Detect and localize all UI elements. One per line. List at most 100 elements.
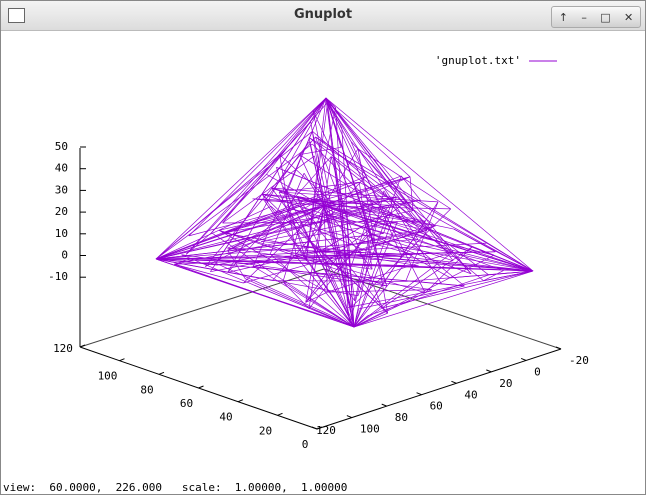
mesh-edge — [269, 253, 355, 328]
right-tick — [416, 392, 422, 396]
mesh-edge — [308, 137, 325, 207]
mesh-edge — [325, 97, 534, 272]
surface-mesh — [155, 97, 534, 328]
mesh-edge — [155, 255, 402, 260]
mesh-edge — [354, 233, 371, 301]
mesh-edge — [227, 205, 325, 249]
mesh-edge — [305, 291, 328, 303]
mesh-edge — [218, 229, 426, 294]
mesh-edge — [155, 143, 313, 260]
mesh-edge — [276, 166, 495, 256]
axes — [79, 146, 562, 430]
mesh-edge — [266, 97, 327, 175]
mesh-edge — [296, 256, 355, 328]
status-scale: scale: 1.00000, 1.00000 — [181, 481, 348, 494]
mesh-edge — [353, 270, 534, 328]
right-tick — [451, 380, 457, 384]
mesh-edge — [244, 278, 355, 328]
plot-area: 'gnuplot.txt' 50403020100-10120100806040… — [48, 54, 589, 451]
right-tick-label: 60 — [430, 400, 443, 413]
mesh-edge — [353, 220, 426, 328]
mesh-edge — [216, 253, 271, 266]
mesh-edge — [425, 246, 473, 294]
mesh-edge — [406, 201, 534, 272]
mesh-edge — [323, 156, 332, 207]
right-tick-label: 0 — [534, 365, 541, 378]
mesh-edge — [325, 97, 352, 142]
mesh-edge — [325, 97, 426, 293]
mesh-edge — [323, 205, 328, 215]
legend-label: 'gnuplot.txt' — [435, 54, 521, 67]
mesh-edge — [282, 281, 310, 309]
mesh-edge — [155, 97, 327, 260]
z-tick-label: 50 — [55, 140, 68, 153]
status-bar: view: 60.0000, 226.000 scale: 1.00000, 1… — [3, 481, 347, 494]
mesh-edge — [211, 174, 267, 233]
mesh-edge — [188, 97, 327, 237]
mesh-edge — [218, 229, 328, 293]
mesh-edge — [272, 280, 406, 282]
mesh-edge — [357, 175, 402, 296]
mesh-edge — [327, 289, 432, 293]
right-tick-label: 80 — [395, 411, 408, 424]
mesh-edge — [185, 97, 327, 255]
mesh-edge — [155, 258, 355, 328]
left-tick — [79, 344, 86, 348]
mesh-edge — [325, 97, 355, 328]
mesh-edge — [305, 233, 371, 303]
mesh-edge — [353, 312, 388, 328]
mesh-edge — [300, 222, 384, 259]
right-tick-label: 100 — [360, 423, 380, 436]
mesh-edge — [325, 97, 454, 262]
title-bar: Gnuplot ↑ – □ ✕ — [1, 1, 645, 31]
mesh-edge — [216, 251, 453, 266]
mesh-edge — [357, 148, 428, 231]
mesh-edge — [367, 274, 489, 317]
mesh-edge — [296, 195, 454, 230]
mesh-edge — [325, 97, 356, 301]
mesh-edge — [271, 187, 288, 193]
mesh-edge — [325, 97, 417, 223]
mesh-edge — [327, 102, 419, 240]
mesh-edge — [253, 265, 355, 328]
mesh-edge — [353, 308, 360, 328]
window-buttons[interactable]: ↑ – □ ✕ — [551, 6, 641, 28]
mesh-edge — [382, 270, 534, 309]
mesh-edge — [155, 258, 359, 297]
mesh-edge — [155, 205, 325, 260]
mesh-edge — [155, 206, 272, 260]
mesh-edge — [327, 214, 495, 256]
mesh-edge — [486, 242, 534, 272]
mesh-edge — [227, 247, 413, 255]
mesh-edge — [483, 270, 534, 282]
mesh-edge — [483, 270, 504, 282]
left-tick — [158, 371, 165, 375]
right-tick — [311, 426, 318, 430]
right-tick-label: 40 — [464, 388, 477, 401]
z-tick-label: 10 — [55, 227, 68, 240]
mesh-edge — [227, 250, 246, 279]
mesh-edge — [227, 97, 327, 273]
mesh-edge — [227, 156, 332, 273]
mesh-edge — [222, 155, 315, 224]
mesh-edge — [155, 258, 442, 285]
mesh-edge — [373, 241, 534, 272]
mesh-edge — [308, 137, 490, 276]
right-tick-label: 120 — [316, 424, 336, 437]
mesh-edge — [300, 176, 411, 224]
mesh-edge — [353, 251, 453, 328]
mesh-edge — [155, 176, 366, 260]
mesh-edge — [357, 148, 389, 314]
right-tick-label: -20 — [569, 354, 589, 367]
mesh-edge — [353, 289, 432, 328]
mesh-edge — [323, 205, 436, 227]
mesh-edge — [405, 201, 439, 282]
mesh-edge — [369, 233, 534, 272]
left-tick-label: 120 — [53, 342, 73, 355]
z-tick-label: 30 — [55, 183, 68, 196]
mesh-edge — [327, 102, 388, 287]
z-tick-label: 40 — [55, 162, 68, 175]
mesh-edge — [441, 283, 465, 287]
mesh-edge — [205, 136, 316, 267]
